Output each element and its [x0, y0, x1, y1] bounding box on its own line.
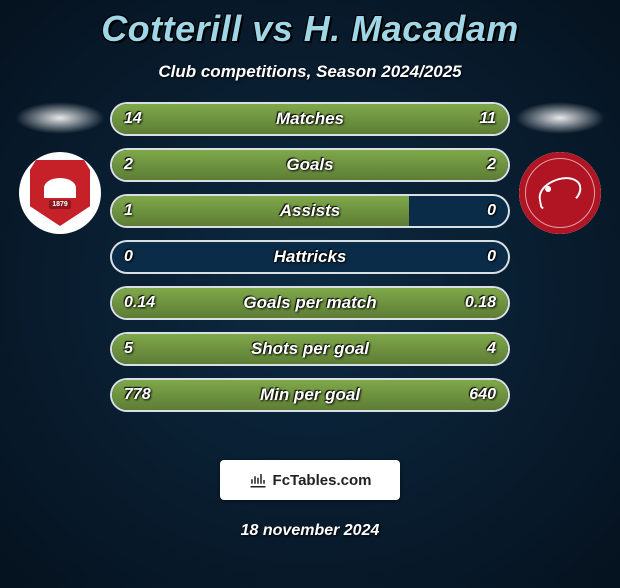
stats-list: Matches1411 Goals22 Assists10 Hattricks00 Go… [110, 102, 510, 424]
stat-row: Matches1411 [110, 102, 510, 136]
stat-bar-left [112, 104, 334, 134]
stat-bar-right [286, 288, 508, 318]
stat-bar-track [110, 148, 510, 182]
stat-row: Hattricks00 [110, 240, 510, 274]
player-left-column: 1879 [10, 102, 110, 234]
subtitle: Club competitions, Season 2024/2025 [0, 62, 620, 82]
stat-bar-left [112, 150, 310, 180]
stat-bar-right [330, 380, 508, 410]
stat-row: Shots per goal54 [110, 332, 510, 366]
stat-bar-right [310, 150, 508, 180]
player-right-avatar-placeholder [515, 102, 605, 134]
stat-bar-left [112, 380, 330, 410]
stat-bar-left [112, 334, 334, 364]
player-right-column [510, 102, 610, 234]
chart-icon [249, 471, 267, 489]
stat-row: Assists10 [110, 194, 510, 228]
stat-bar-track [110, 240, 510, 274]
crest-year: 1879 [49, 200, 71, 209]
stat-bar-track [110, 286, 510, 320]
stat-bar-right [334, 334, 508, 364]
player-left-avatar-placeholder [15, 102, 105, 134]
club-badge-right [519, 152, 601, 234]
page-title: Cotterill vs H. Macadam [0, 8, 620, 50]
stat-bar-track [110, 378, 510, 412]
stat-row: Min per goal778640 [110, 378, 510, 412]
watermark-text: FcTables.com [273, 472, 372, 489]
comparison-panel: 1879 Matches1411 Goals22 Assists10 Hattrick… [0, 102, 620, 442]
stat-bar-track [110, 102, 510, 136]
stat-bar-right [334, 104, 508, 134]
stat-bar-track [110, 194, 510, 228]
shield-icon: 1879 [30, 160, 90, 226]
watermark: FcTables.com [220, 460, 400, 500]
stat-row: Goals per match0.140.18 [110, 286, 510, 320]
club-badge-left: 1879 [19, 152, 101, 234]
shrimp-crest-icon [519, 152, 601, 234]
stat-bar-track [110, 332, 510, 366]
stat-bar-left [112, 196, 409, 226]
stat-row: Goals22 [110, 148, 510, 182]
date-line: 18 november 2024 [0, 522, 620, 540]
stat-bar-left [112, 288, 286, 318]
